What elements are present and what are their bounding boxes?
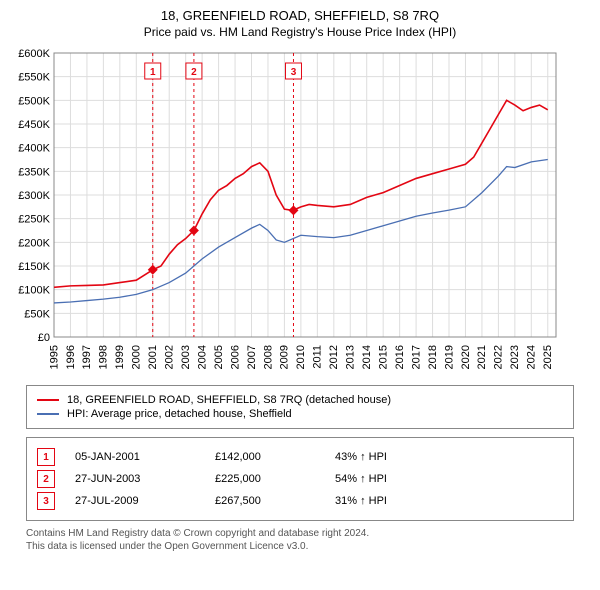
x-tick-label: 2010 [295, 345, 307, 369]
footer-line-1: Contains HM Land Registry data © Crown c… [26, 527, 574, 540]
x-tick-label: 2022 [493, 345, 505, 369]
y-tick-label: £400K [18, 143, 50, 155]
chart-subtitle: Price paid vs. HM Land Registry's House … [6, 25, 594, 39]
event-pct: 31% ↑ HPI [335, 495, 563, 507]
event-number-box: 1 [37, 448, 55, 466]
x-tick-label: 1998 [98, 345, 110, 369]
x-tick-label: 2019 [443, 345, 455, 369]
y-tick-label: £600K [18, 48, 50, 60]
table-row: 1 05-JAN-2001£142,00043% ↑ HPI [37, 448, 563, 466]
x-tick-label: 2025 [542, 345, 554, 369]
footer-attribution: Contains HM Land Registry data © Crown c… [26, 527, 574, 553]
legend-label: HPI: Average price, detached house, Shef… [67, 408, 292, 420]
x-tick-label: 2005 [213, 345, 225, 369]
y-tick-label: £500K [18, 95, 50, 107]
event-date: 27-JUL-2009 [75, 495, 215, 507]
legend-label: 18, GREENFIELD ROAD, SHEFFIELD, S8 7RQ (… [67, 394, 391, 406]
y-tick-label: £150K [18, 261, 50, 273]
y-tick-label: £50K [24, 308, 50, 320]
x-tick-label: 1997 [81, 345, 93, 369]
y-tick-label: £300K [18, 190, 50, 202]
chart-title: 18, GREENFIELD ROAD, SHEFFIELD, S8 7RQ [6, 8, 594, 23]
event-pct: 43% ↑ HPI [335, 451, 563, 463]
table-row: 3 27-JUL-2009£267,50031% ↑ HPI [37, 492, 563, 510]
x-tick-label: 2023 [509, 345, 521, 369]
x-tick-label: 2012 [328, 345, 340, 369]
x-tick-label: 2011 [312, 345, 324, 369]
chart-svg: £0 £50K £100K £150K £200K £250K £300K £350K £400… [6, 47, 566, 377]
x-tick-label: 2001 [147, 345, 159, 369]
event-price: £267,500 [215, 495, 335, 507]
x-tick-label: 2009 [279, 345, 291, 369]
x-tick-label: 2021 [476, 345, 488, 369]
legend-swatch [37, 413, 59, 415]
x-tick-label: 2024 [526, 345, 538, 369]
event-date: 27-JUN-2003 [75, 473, 215, 485]
x-tick-label: 2020 [460, 345, 472, 369]
x-tick-label: 2004 [196, 345, 208, 369]
x-tick-label: 1996 [65, 345, 77, 369]
y-tick-label: £450K [18, 119, 50, 131]
chart-area: £0 £50K £100K £150K £200K £250K £300K £350K £400… [6, 47, 594, 377]
event-price: £142,000 [215, 451, 335, 463]
y-tick-label: £350K [18, 166, 50, 178]
event-number-box: 2 [37, 470, 55, 488]
x-tick-label: 2013 [345, 345, 357, 369]
legend-row: 18, GREENFIELD ROAD, SHEFFIELD, S8 7RQ (… [37, 394, 563, 406]
footer-line-2: This data is licensed under the Open Gov… [26, 540, 574, 553]
event-marker-label: 2 [191, 67, 197, 78]
x-tick-label: 2018 [427, 345, 439, 369]
event-marker-label: 1 [150, 67, 156, 78]
x-tick-label: 2006 [229, 345, 241, 369]
event-marker-label: 3 [291, 67, 297, 78]
x-tick-label: 1999 [114, 345, 126, 369]
y-tick-label: £100K [18, 285, 50, 297]
y-tick-label: £200K [18, 237, 50, 249]
x-tick-label: 2003 [180, 345, 192, 369]
y-tick-label: £550K [18, 72, 50, 84]
legend-row: HPI: Average price, detached house, Shef… [37, 408, 563, 420]
y-tick-label: £250K [18, 214, 50, 226]
events-table: 1 05-JAN-2001£142,00043% ↑ HPI 2 27-JUN-200… [26, 437, 574, 521]
x-tick-label: 2015 [377, 345, 389, 369]
event-price: £225,000 [215, 473, 335, 485]
event-date: 05-JAN-2001 [75, 451, 215, 463]
x-tick-label: 2002 [164, 345, 176, 369]
x-tick-label: 2017 [410, 345, 422, 369]
x-tick-label: 2007 [246, 345, 258, 369]
x-tick-label: 2014 [361, 345, 373, 369]
x-tick-label: 2016 [394, 345, 406, 369]
legend: 18, GREENFIELD ROAD, SHEFFIELD, S8 7RQ (… [26, 385, 574, 429]
table-row: 2 27-JUN-2003£225,00054% ↑ HPI [37, 470, 563, 488]
legend-swatch [37, 399, 59, 401]
event-pct: 54% ↑ HPI [335, 473, 563, 485]
x-tick-label: 2008 [262, 345, 274, 369]
y-tick-label: £0 [38, 332, 50, 344]
x-tick-label: 2000 [131, 345, 143, 369]
x-tick-label: 1995 [48, 345, 60, 369]
event-number-box: 3 [37, 492, 55, 510]
